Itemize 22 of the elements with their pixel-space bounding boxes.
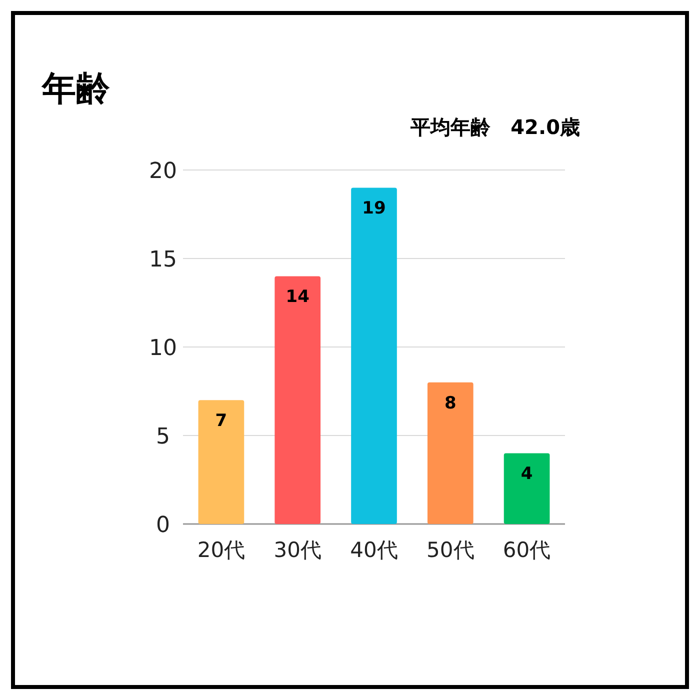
bar [427, 382, 474, 524]
x-tick-label: 50代 [426, 538, 474, 562]
chart-title: 年齢 [41, 69, 110, 109]
x-tick-label: 30代 [274, 538, 322, 562]
data-label: 14 [286, 287, 310, 308]
data-label: 7 [215, 411, 228, 432]
x-tick-label: 40代 [350, 538, 398, 562]
y-tick-label: 20 [149, 159, 177, 184]
bar [504, 453, 550, 524]
y-tick-label: 10 [149, 336, 177, 361]
y-tick-label: 15 [149, 248, 177, 272]
bar [198, 400, 244, 524]
x-tick-label: 60代 [502, 538, 551, 562]
data-label: 4 [520, 464, 533, 484]
bar [351, 188, 397, 524]
chart-subtitle: 平均年齢 42.0歳 [410, 115, 580, 139]
bar [274, 276, 321, 524]
data-label: 19 [362, 198, 386, 219]
x-tick-label: 20代 [197, 538, 246, 562]
data-label: 8 [444, 393, 456, 414]
y-tick-label: 0 [156, 513, 170, 538]
y-tick-label: 5 [156, 424, 170, 450]
